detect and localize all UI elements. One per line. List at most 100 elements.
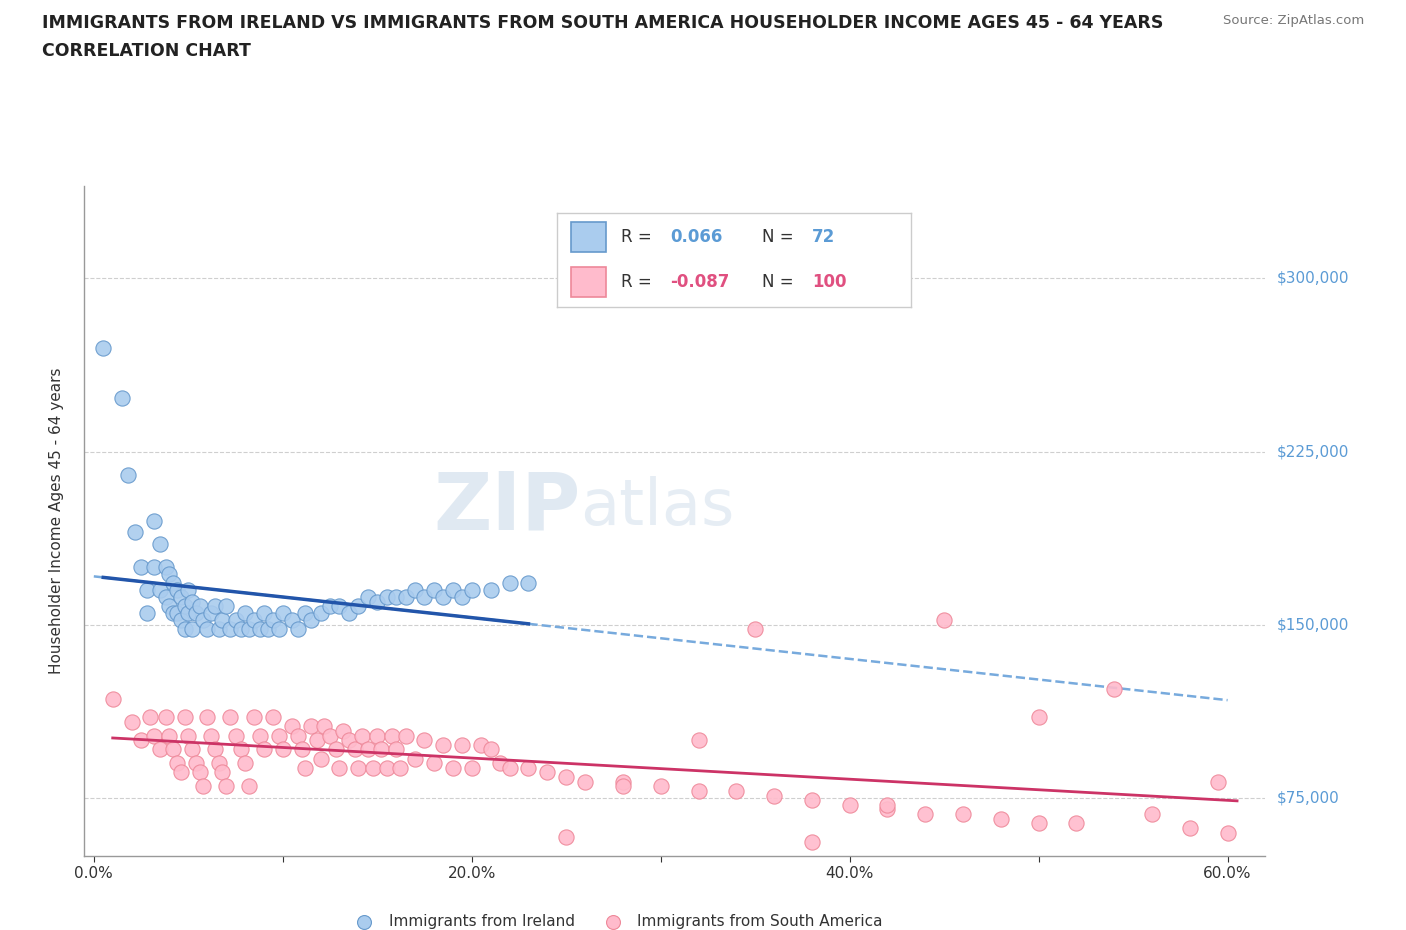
Text: R =: R = [620,228,657,246]
Point [343,742,366,757]
Point [470,737,492,752]
Point [162,605,184,620]
Point [225,728,247,743]
Point [536,765,558,780]
Point [479,582,502,597]
Point [381,728,404,743]
Point [215,779,238,794]
Point [287,728,309,743]
Point [328,761,350,776]
Point [143,560,166,575]
Point [281,719,304,734]
Point [800,792,823,807]
Point [215,599,238,614]
Point [1178,820,1201,835]
Point [195,710,218,724]
Point [181,742,204,757]
Point [149,582,172,597]
Point [309,751,332,766]
Point [166,582,188,597]
Point [188,765,211,780]
Point [299,719,322,734]
Point [363,761,385,776]
Point [319,728,342,743]
Point [744,622,766,637]
Point [157,599,180,614]
Point [181,622,204,637]
Point [299,613,322,628]
Point [204,742,226,757]
Legend: Immigrants from Ireland, Immigrants from South America: Immigrants from Ireland, Immigrants from… [343,908,889,930]
Point [688,733,710,748]
Point [517,761,540,776]
Point [394,728,416,743]
Point [388,761,411,776]
Point [218,710,240,724]
Point [423,756,446,771]
Point [207,622,229,637]
Point [238,779,260,794]
Point [375,761,398,776]
Point [135,582,157,597]
Point [294,761,316,776]
Point [256,622,278,637]
Point [166,605,188,620]
Point [155,710,177,724]
Point [291,742,314,757]
Point [441,582,464,597]
Point [413,590,436,604]
Point [143,728,166,743]
Point [143,513,166,528]
Point [287,622,309,637]
Point [249,622,271,637]
Point [385,590,408,604]
Point [117,467,139,482]
Point [173,622,195,637]
Point [366,594,388,609]
Point [375,590,398,604]
Point [177,605,200,620]
Point [253,605,276,620]
Point [294,605,316,620]
Point [394,590,416,604]
Text: N =: N = [762,273,799,291]
Point [309,605,332,620]
Point [1028,816,1050,830]
Point [370,742,392,757]
Point [238,622,260,637]
Point [432,590,454,604]
Point [385,742,408,757]
Point [162,576,184,591]
Point [357,742,380,757]
Point [101,691,124,706]
Point [124,525,146,539]
Point [173,710,195,724]
Point [357,590,380,604]
Point [763,788,786,803]
Point [253,742,276,757]
Point [267,728,290,743]
Point [914,806,936,821]
Y-axis label: Householder Income Ages 45 - 64 years: Householder Income Ages 45 - 64 years [49,367,63,674]
Point [149,537,172,551]
Point [177,728,200,743]
Point [990,811,1012,826]
Point [347,599,370,614]
Point [337,605,360,620]
Point [170,613,193,628]
Text: Source: ZipAtlas.com: Source: ZipAtlas.com [1223,14,1364,27]
Text: N =: N = [762,228,799,246]
Text: atlas: atlas [581,476,735,538]
Point [243,710,266,724]
FancyBboxPatch shape [571,222,606,252]
Point [193,779,215,794]
Point [517,576,540,591]
Point [218,622,240,637]
Point [876,797,898,812]
Point [352,728,374,743]
Point [461,761,484,776]
Text: $150,000: $150,000 [1277,618,1348,632]
Point [233,756,256,771]
Point [1066,816,1088,830]
Text: -0.087: -0.087 [671,273,730,291]
